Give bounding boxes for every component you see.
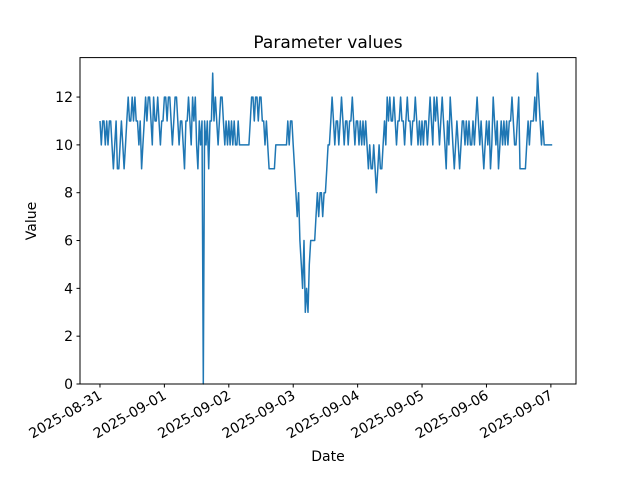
y-tick-label: 2 [64, 329, 73, 345]
y-tick-label: 4 [64, 281, 73, 297]
plot-border [79, 57, 577, 385]
x-axis-label: Date [311, 449, 344, 465]
x-tick-label: 2025-09-07 [477, 388, 555, 443]
chart-title: Parameter values [253, 33, 402, 53]
y-tick-label: 10 [55, 138, 73, 154]
parameter-line [99, 72, 553, 385]
y-tick-label: 8 [64, 186, 73, 202]
y-tick-label: 12 [55, 90, 73, 106]
y-tick-label: 6 [64, 234, 73, 250]
y-axis-label: Value [24, 202, 40, 240]
data-series [99, 72, 553, 385]
y-tick-label: 0 [64, 377, 73, 393]
